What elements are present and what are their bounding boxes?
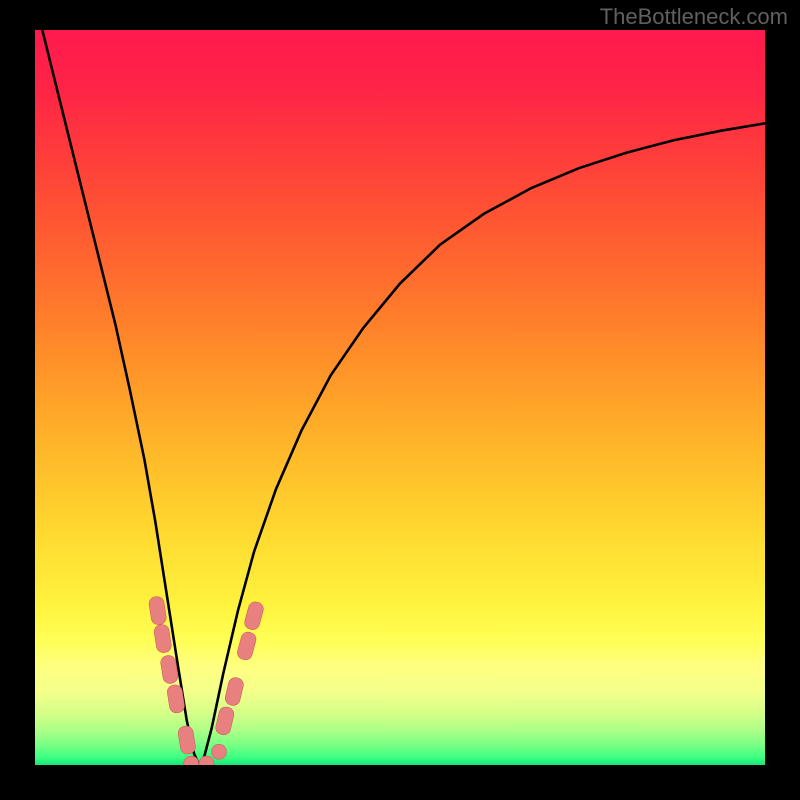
bottleneck-chart [0,0,800,800]
watermark-text: TheBottleneck.com [600,4,788,30]
data-marker [211,744,226,759]
chart-container: TheBottleneck.com [0,0,800,800]
chart-background-gradient [35,30,765,765]
